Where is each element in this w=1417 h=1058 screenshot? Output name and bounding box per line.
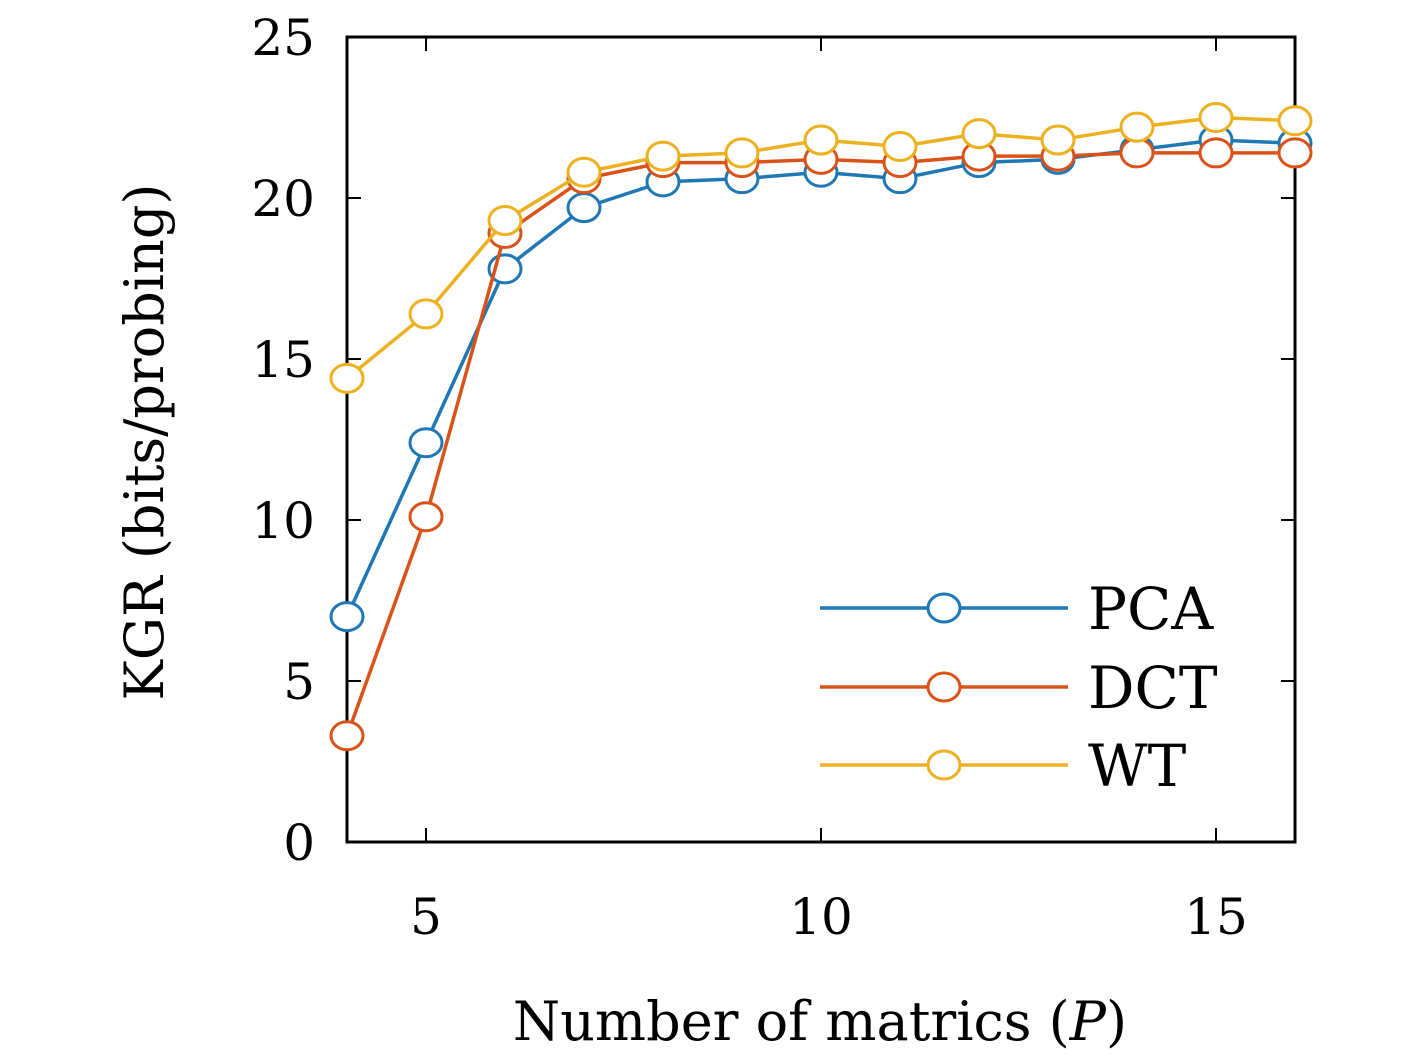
data-point-pca — [566, 192, 602, 224]
data-point-wt — [1040, 124, 1076, 156]
data-point-pca — [408, 427, 444, 459]
data-point-dct — [1277, 137, 1313, 169]
data-point-wt — [1198, 102, 1234, 133]
data-point-dct — [1119, 137, 1155, 169]
x-tick-label: 10 — [789, 888, 853, 946]
data-point-wt — [329, 362, 365, 394]
legend: PCA DCT WT — [820, 575, 1218, 800]
data-point-dct — [1198, 137, 1234, 169]
data-point-dct — [408, 501, 444, 533]
data-point-wt — [408, 298, 444, 330]
series-line-pca — [345, 138, 1296, 618]
data-point-wt — [961, 118, 997, 150]
y-tick-label: 0 — [283, 814, 315, 872]
data-point-wt — [724, 137, 760, 169]
x-axis-label: Number of matrics (P) — [513, 990, 1127, 1053]
data-point-wt — [487, 205, 523, 237]
data-point-wt — [1277, 105, 1313, 137]
data-point-wt — [803, 124, 839, 156]
data-point-wt — [1119, 111, 1155, 143]
y-tick-label: 20 — [251, 170, 315, 228]
x-tick-label: 5 — [410, 888, 442, 946]
legend-label-wt: WT — [1088, 732, 1187, 800]
legend-marker-wt — [926, 749, 962, 781]
y-axis-label: KGR (bits/probing) — [113, 184, 176, 701]
data-point-wt — [882, 130, 918, 162]
legend-marker-pca — [926, 592, 962, 624]
y-tick-label: 10 — [251, 492, 315, 550]
legend-label-pca: PCA — [1088, 575, 1214, 643]
x-tick-label: 15 — [1184, 888, 1248, 946]
legend-marker-dct — [926, 671, 962, 703]
data-point-wt — [645, 140, 681, 172]
data-point-dct — [329, 720, 365, 752]
series-layer — [329, 102, 1313, 752]
axis-ticks: 0 5 10 15 20 25 5 10 15 — [251, 9, 1295, 946]
data-point-pca — [329, 601, 365, 633]
y-tick-label: 25 — [251, 9, 315, 67]
data-point-wt — [566, 156, 602, 188]
y-tick-label: 5 — [283, 653, 315, 711]
legend-label-dct: DCT — [1088, 654, 1218, 722]
y-tick-label: 15 — [251, 331, 315, 389]
